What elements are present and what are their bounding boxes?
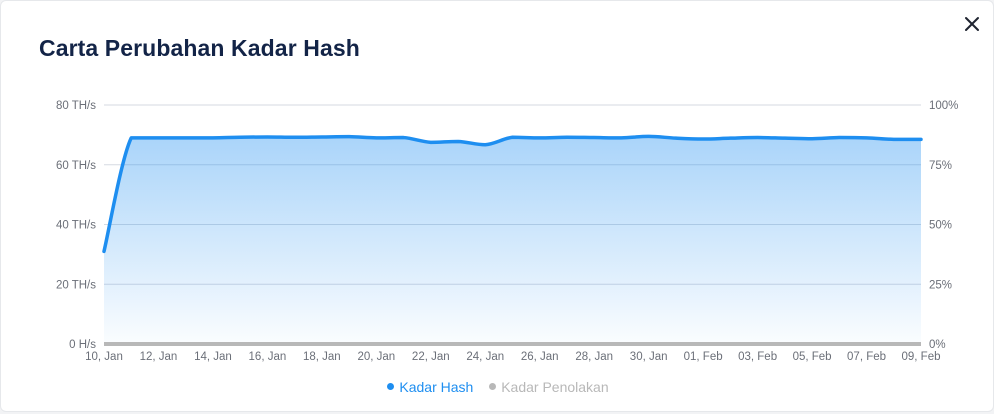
x-tick-label: 10, Jan [85, 351, 123, 363]
series-line-hash-rate [102, 134, 923, 254]
x-tick-label: 14, Jan [194, 351, 232, 363]
x-tick-label: 03, Feb [738, 351, 777, 363]
y-left-tick-label: 60 TH/s [56, 160, 96, 172]
x-tick-label: 05, Feb [793, 351, 832, 363]
y-left-tick-label: 40 TH/s [56, 220, 96, 232]
x-tick-label: 01, Feb [684, 351, 723, 363]
legend-dot-hash-rate [387, 383, 395, 390]
y-left-tick-label: 80 TH/s [56, 100, 96, 112]
x-tick-label: 18, Jan [303, 351, 341, 363]
close-button[interactable] [961, 13, 983, 35]
x-tick-label: 09, Feb [902, 351, 941, 363]
y-right-tick-label: 75% [929, 160, 952, 172]
y-right-tick-label: 100% [929, 100, 958, 112]
x-tick-label: 26, Jan [521, 351, 559, 363]
close-icon [965, 17, 979, 31]
y-right-tick-label: 50% [929, 220, 952, 232]
x-tick-label: 12, Jan [140, 351, 178, 363]
chart-legend: Kadar Hash Kadar Penolakan [1, 377, 993, 395]
x-tick-label: 22, Jan [412, 351, 450, 363]
x-tick-label: 20, Jan [357, 351, 395, 363]
legend-item-hash-rate[interactable]: Kadar Hash [387, 379, 473, 395]
x-tick-label: 07, Feb [847, 351, 886, 363]
x-tick-label: 28, Jan [575, 351, 613, 363]
legend-label-hash-rate: Kadar Hash [399, 378, 474, 395]
x-tick-label: 30, Jan [630, 351, 668, 363]
x-tick-label: 24, Jan [466, 351, 504, 363]
legend-item-rejection-rate[interactable]: Kadar Penolakan [489, 378, 609, 395]
modal-title: Carta Perubahan Kadar Hash [39, 35, 360, 61]
y-left-tick-label: 0 H/s [69, 339, 96, 351]
series-area-hash-rate [104, 136, 921, 344]
y-right-tick-label: 0% [929, 339, 946, 351]
legend-label-rejection-rate: Kadar Penolakan [501, 378, 609, 395]
x-tick-label: 16, Jan [249, 351, 287, 363]
legend-dot-rejection-rate [489, 383, 497, 390]
y-right-tick-label: 25% [929, 279, 952, 291]
hashrate-chart: 0 H/s 0% 20 TH/s 25% 40 TH/s 50% 60 TH/s 75% 80 … [56, 100, 958, 363]
y-left-tick-label: 20 TH/s [56, 279, 96, 291]
